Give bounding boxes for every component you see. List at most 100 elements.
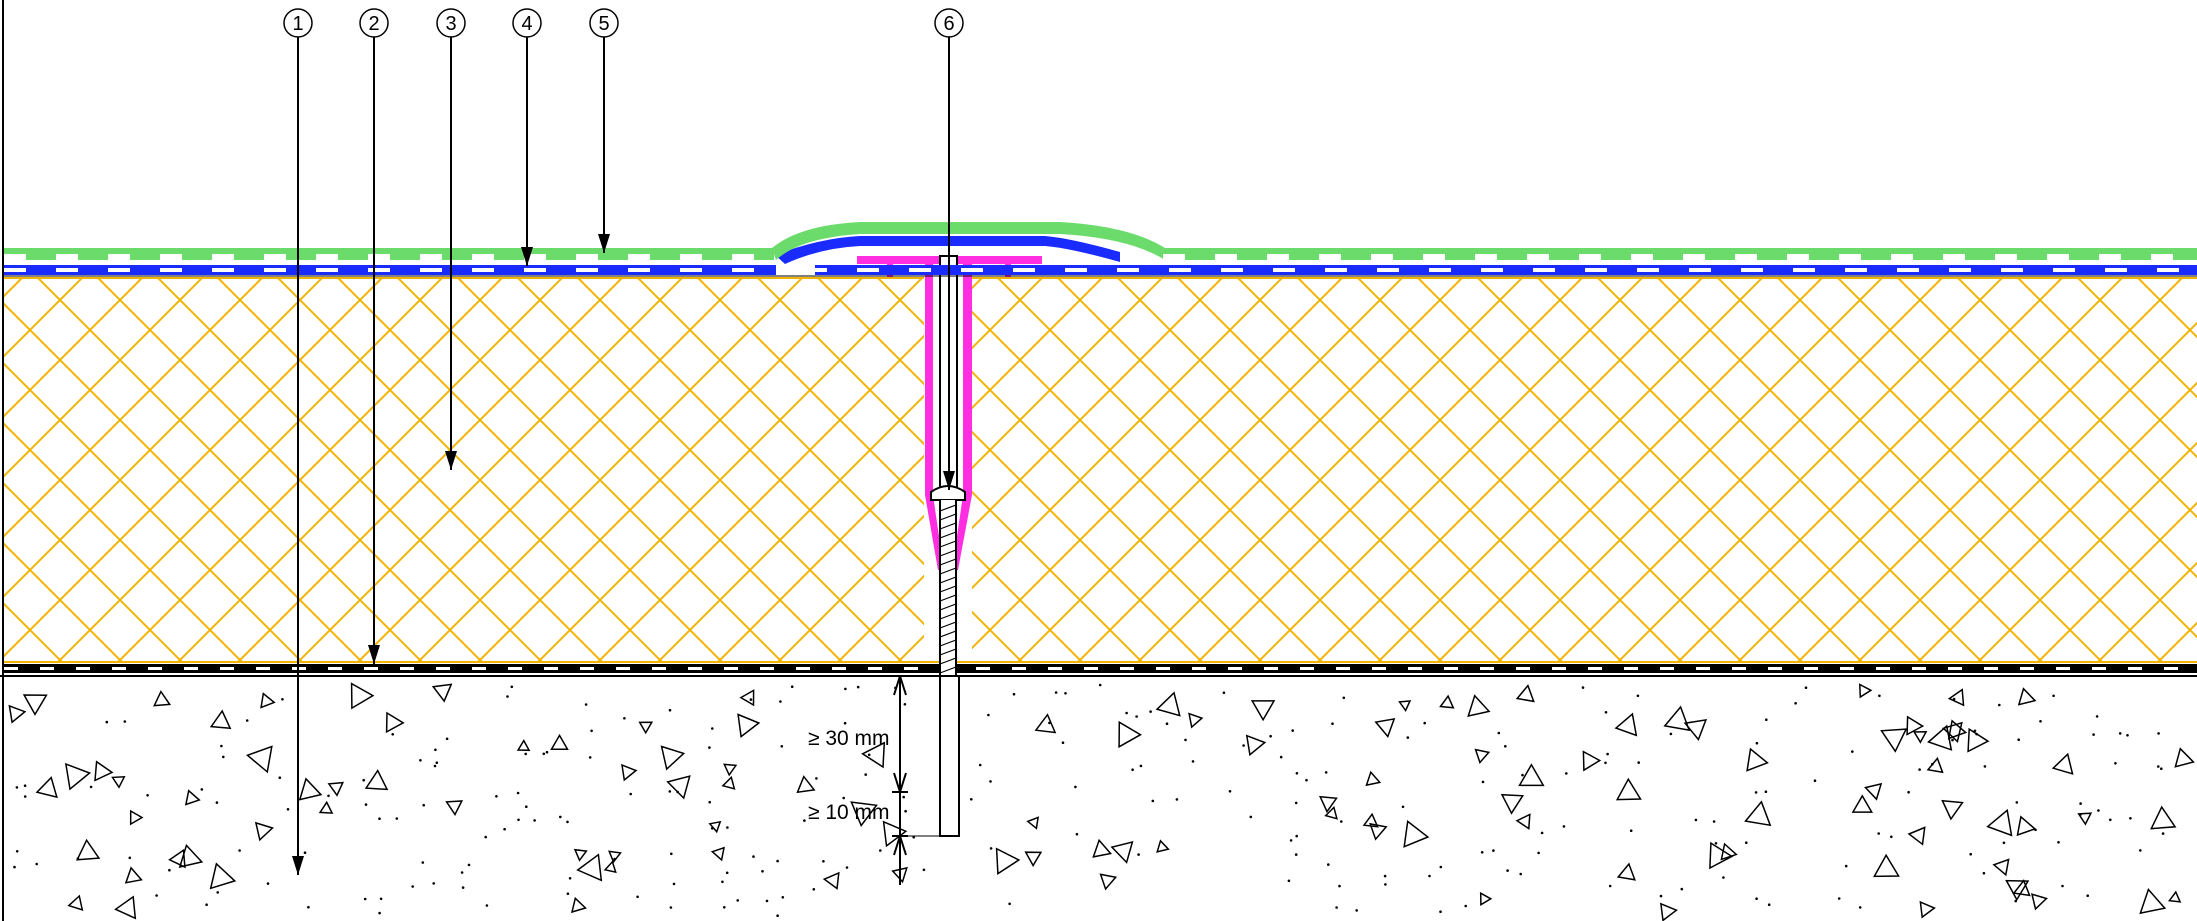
aggregate-dot [1135,715,1138,718]
aggregate-triangle [621,763,638,782]
aggregate-dot [1294,853,1298,856]
aggregate-dot [1521,773,1524,777]
aggregate-dot [1606,752,1609,756]
aggregate-dot [2039,720,2042,723]
aggregate-dot [1767,903,1771,906]
svg-text:3: 3 [445,13,456,35]
aggregate-dot [495,795,498,798]
aggregate-dot [1054,691,1058,694]
callouts: 1 2 3 4 5 [283,8,964,875]
aggregate-triangle [2017,687,2037,706]
aggregate-dot [710,827,714,830]
aggregate-dot [200,788,204,791]
aggregate-dot [1714,842,1718,845]
aggregate-dot [2034,828,2037,832]
aggregate-dot [721,880,724,884]
aggregate-triangle [576,853,603,882]
aggregate-triangle [573,848,588,862]
thread-line [939,549,957,557]
aggregate-dot [1851,750,1854,753]
aggregate-dot [286,808,290,811]
aggregate-dot [1712,820,1716,823]
aggregate-dot [1969,852,1972,856]
aggregate-triangle [8,704,27,724]
thread-line [939,594,957,602]
aggregate-dot [363,897,367,901]
aggregate-dot [1755,897,1758,900]
aggregate-triangle [861,741,886,769]
aggregate-dot [1506,869,1509,872]
thread-line [939,666,957,674]
aggregate-triangle [114,895,137,920]
aggregate-triangle [1614,712,1638,737]
aggregate-dot [1983,765,1987,768]
aggregate-dot [2086,894,2089,897]
aggregate-dot [1918,768,1921,771]
aggregate-triangle [1744,800,1772,827]
callout-2: 2 [359,8,389,664]
aggregate-triangle [1500,793,1525,815]
aggregate-triangle [350,682,375,710]
aggregate-dot [904,809,907,813]
aggregate-dot [2079,802,2082,805]
aggregate-dot [669,906,673,909]
aggregate-dot [588,756,592,759]
aggregate-triangle [710,846,725,862]
aggregate-dot [1228,790,1232,793]
aggregate-triangle [1616,862,1636,881]
aggregate-dot [1722,876,1725,879]
aggregate-dot [989,847,993,850]
aggregate-dot [506,695,509,698]
aggregate-dot [1340,820,1343,823]
aggregate-triangle [209,709,232,730]
aggregate-dot [845,866,849,869]
aggregate-dot [1497,731,1501,735]
aggregate-dot [844,687,847,691]
aggregate-dot [1669,732,1673,736]
aggregate-dot [987,713,990,717]
aggregate-dot [1175,798,1179,801]
aggregate-dot [1406,736,1410,739]
aggregate-triangle [1250,700,1276,722]
aggregate-dot [776,859,779,863]
aggregate-dot [1439,910,1442,913]
aggregate-dot [613,857,616,861]
aggregate-dot [1324,771,1328,774]
aggregate-triangle [1880,728,1908,753]
aggregate-dot [1305,778,1308,782]
aggregate-triangle [318,800,334,814]
aggregate-triangle [209,862,237,890]
aggregate-triangle [1967,727,1990,753]
aggregate-dot [1338,884,1341,888]
aggregate-dot [590,729,593,733]
aggregate-triangle [666,775,691,800]
aggregate-dot [220,744,223,748]
aggregate-triangle [1515,813,1531,830]
aggregate-dot [1837,897,1841,900]
aggregate-dot [1428,874,1431,878]
aggregate-dot [2118,732,2122,735]
aggregate-dot [542,752,546,756]
aggregate-dot [1492,849,1495,852]
aggregate-dot [435,761,439,764]
aggregate-triangle [1746,747,1769,772]
aggregate-triangle [850,801,878,827]
aggregate-dot [362,778,366,782]
aggregate-dot [1858,906,1862,909]
aggregate-dot [327,794,330,798]
aggregate-dot [1844,864,1848,868]
aggregate-dot [1137,853,1140,856]
aggregate-dot [2017,738,2020,741]
aggregate-dot [752,855,755,858]
aggregate-dot [1608,884,1612,888]
aggregate-dot [672,882,676,886]
thread-line [939,585,957,593]
callout-1: 1 [283,8,313,875]
aggregate-dot [2002,841,2006,845]
aggregate-dot [1765,718,1768,721]
waterproofing-membrane [4,222,2197,260]
aggregate-triangle [111,775,126,789]
aggregate-dot [978,763,982,767]
aggregate-triangle [1873,853,1900,878]
thread-line [939,531,957,539]
